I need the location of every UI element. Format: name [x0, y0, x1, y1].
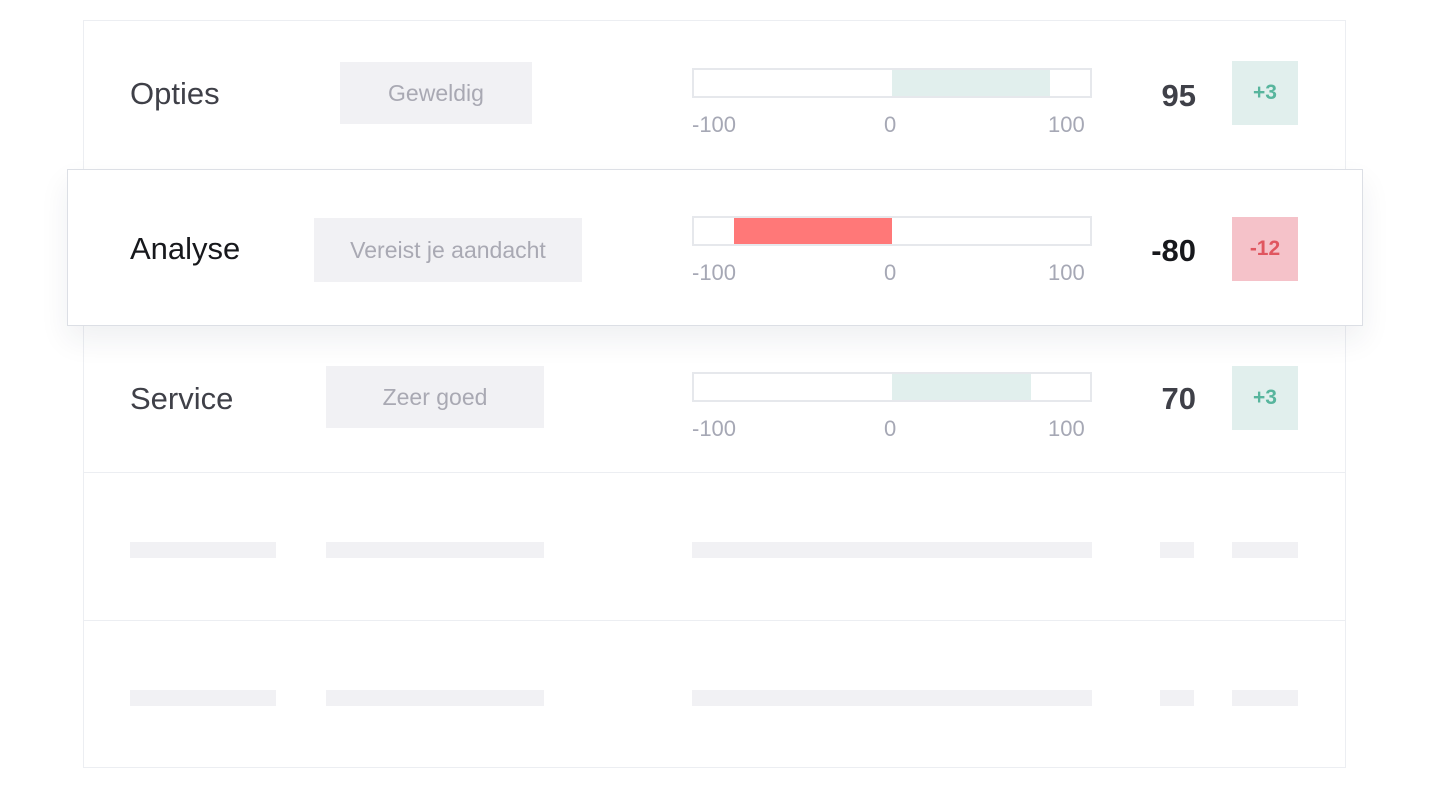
score-bar [692, 372, 1092, 402]
table-row-highlighted[interactable]: Analyse Vereist je aandacht -100 0 100 -… [67, 169, 1363, 326]
placeholder-bar [692, 542, 1092, 558]
score-bar [692, 216, 1092, 246]
status-badge: Zeer goed [326, 366, 544, 428]
score-value: 95 [1161, 78, 1196, 113]
axis-mid-label: 0 [884, 112, 897, 137]
placeholder-name [130, 690, 276, 706]
placeholder-name [130, 542, 276, 558]
score-value: 70 [1161, 381, 1196, 416]
delta-badge: +3 [1232, 366, 1298, 430]
axis-min-label: -100 [692, 112, 737, 137]
table-row[interactable]: Service Zeer goed -100 0 100 70 +3 [83, 326, 1346, 473]
placeholder-tag [326, 690, 544, 706]
placeholder-delta [1232, 690, 1298, 706]
axis-min-label: -100 [692, 260, 737, 285]
axis-min-label: -100 [692, 416, 737, 441]
placeholder-row [83, 473, 1346, 621]
placeholder-score [1160, 542, 1194, 558]
placeholder-delta [1232, 542, 1298, 558]
axis-max-label: 100 [1048, 416, 1085, 441]
score-bar-fill [892, 374, 1031, 400]
delta-badge: +3 [1232, 61, 1298, 125]
status-badge: Vereist je aandacht [314, 218, 582, 282]
row-name: Opties [130, 76, 220, 111]
row-name: Service [130, 381, 234, 416]
score-bar [692, 68, 1092, 98]
status-badge: Geweldig [340, 62, 532, 124]
axis-max-label: 100 [1048, 260, 1085, 285]
placeholder-row [83, 621, 1346, 768]
axis-mid-label: 0 [884, 416, 897, 441]
placeholder-tag [326, 542, 544, 558]
row-name: Analyse [130, 231, 241, 266]
table-row[interactable]: Opties Geweldig -100 0 100 95 +3 [83, 20, 1346, 170]
axis-mid-label: 0 [884, 260, 897, 285]
placeholder-bar [692, 690, 1092, 706]
score-bar-fill [733, 218, 892, 244]
placeholder-score [1160, 690, 1194, 706]
delta-badge: -12 [1232, 217, 1298, 281]
axis-max-label: 100 [1048, 112, 1085, 137]
score-value: -80 [1151, 233, 1196, 268]
score-bar-fill [892, 70, 1051, 96]
